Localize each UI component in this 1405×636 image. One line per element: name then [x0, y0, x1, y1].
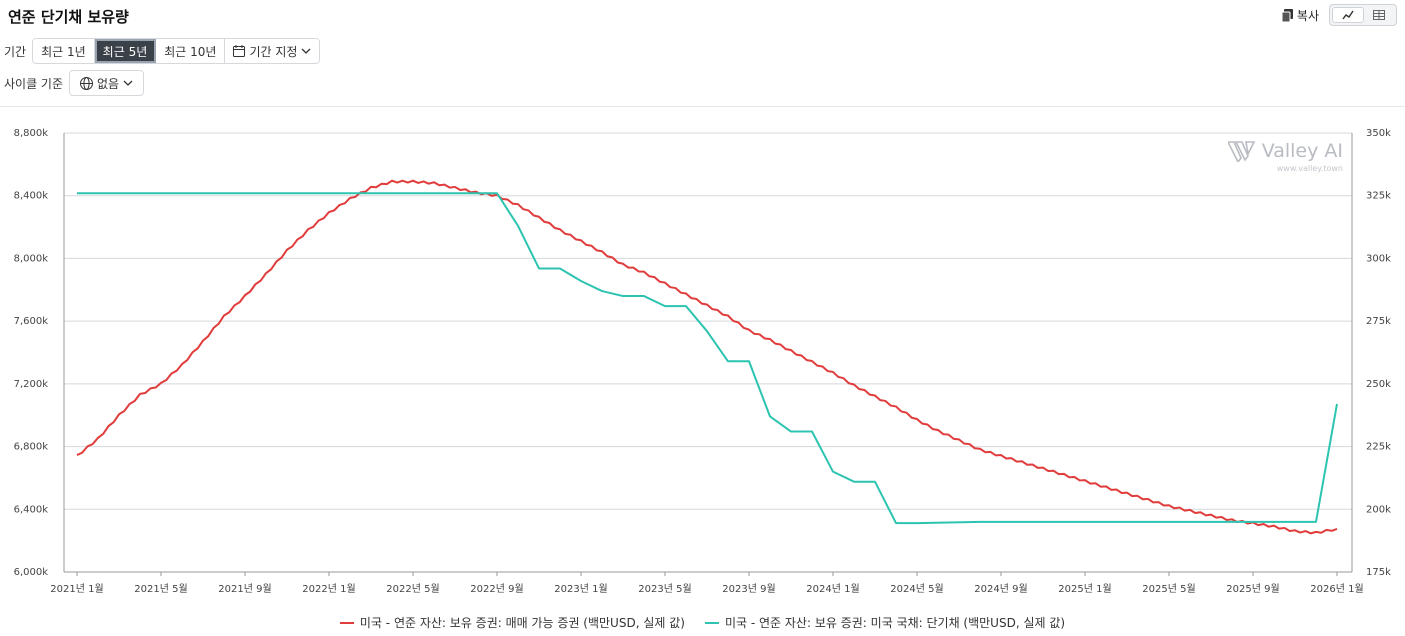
y-left-tick-label: 6,000k	[14, 567, 49, 578]
x-tick-label: 2025년 9월	[1226, 583, 1279, 595]
y-right-tick-label: 250k	[1366, 379, 1391, 390]
y-right-tick-label: 275k	[1366, 316, 1391, 327]
chart-view-button[interactable]	[1332, 7, 1364, 23]
y-left-tick-label: 6,800k	[14, 442, 49, 453]
y-right-tick-label: 175k	[1366, 567, 1391, 578]
period-option-5y[interactable]: 최근 5년	[94, 39, 157, 63]
custom-period-dropdown[interactable]: 기간 지정	[225, 39, 320, 63]
cycle-filter-row: 사이클 기준 없음	[4, 70, 145, 96]
watermark-name: Valley AI	[1261, 140, 1343, 162]
x-tick-label: 2024년 1월	[806, 583, 859, 595]
x-tick-label: 2023년 5월	[638, 583, 691, 595]
cycle-label: 사이클 기준	[4, 76, 64, 91]
period-segment: 최근 1년 최근 5년 최근 10년 기간 지정	[32, 38, 321, 64]
legend-swatch-series-1	[339, 621, 354, 624]
period-filter-row: 기간 최근 1년 최근 5년 최근 10년 기간 지정	[4, 38, 321, 64]
x-tick-label: 2021년 1월	[50, 583, 103, 595]
chevron-down-icon	[123, 80, 133, 86]
period-option-10y[interactable]: 최근 10년	[156, 39, 226, 63]
y-left-tick-label: 6,400k	[14, 504, 49, 515]
chevron-down-icon	[301, 48, 311, 54]
x-tick-label: 2024년 5월	[890, 583, 943, 595]
cycle-value: 없음	[97, 76, 120, 91]
x-tick-label: 2022년 1월	[302, 583, 355, 595]
y-left-tick-label: 8,000k	[14, 253, 49, 264]
copy-button[interactable]: 복사	[1281, 7, 1319, 24]
x-tick-label: 2023년 1월	[554, 583, 607, 595]
top-right-controls: 복사	[1281, 4, 1397, 26]
y-left-tick-label: 7,200k	[14, 379, 49, 390]
view-toggle	[1329, 4, 1397, 26]
x-tick-label: 2025년 1월	[1058, 583, 1111, 595]
header-divider	[0, 106, 1405, 107]
legend-swatch-series-2	[704, 621, 719, 624]
cycle-dropdown[interactable]: 없음	[69, 70, 145, 96]
line-chart-icon	[1342, 10, 1354, 20]
x-tick-label: 2023년 9월	[722, 583, 775, 595]
y-left-tick-label: 8,800k	[14, 128, 49, 139]
page-title: 연준 단기채 보유량	[8, 8, 129, 26]
table-icon	[1373, 10, 1385, 20]
line-chart: 6,000k 175k 6,400k 200k 6,800k 225k 7,200k 250k…	[14, 128, 1392, 595]
watermark: Valley AI www.valley.town	[1227, 140, 1343, 173]
x-tick-label: 2025년 5월	[1142, 583, 1195, 595]
x-tick-label: 2022년 9월	[470, 583, 523, 595]
valley-logo-icon	[1227, 141, 1255, 162]
series-1-line	[76, 179, 1338, 535]
calendar-icon	[233, 45, 246, 57]
series-2-line	[77, 192, 1338, 525]
watermark-url: www.valley.town	[1276, 164, 1343, 173]
y-right-tick-label: 225k	[1366, 442, 1391, 453]
y-left-tick-label: 7,600k	[14, 316, 49, 327]
legend-item-series-2[interactable]: 미국 - 연준 자산: 보유 증권: 미국 국채: 단기채 (백만USD, 실제…	[704, 614, 1066, 631]
x-tick-label: 2022년 5월	[386, 583, 439, 595]
period-option-1y[interactable]: 최근 1년	[33, 39, 95, 63]
x-tick-label: 2026년 1월	[1310, 583, 1363, 595]
custom-period-label: 기간 지정	[249, 44, 298, 59]
x-tick-label: 2024년 9월	[974, 583, 1027, 595]
copy-icon	[1281, 8, 1293, 22]
y-right-tick-label: 200k	[1366, 504, 1391, 515]
x-tick-label: 2021년 9월	[218, 583, 271, 595]
globe-icon	[80, 76, 94, 90]
legend-label-series-1: 미국 - 연준 자산: 보유 증권: 매매 가능 증권 (백만USD, 실제 값…	[359, 616, 685, 630]
y-right-tick-label: 325k	[1366, 191, 1391, 202]
x-tick-label: 2021년 5월	[134, 583, 187, 595]
y-left-tick-label: 8,400k	[14, 191, 49, 202]
copy-label: 복사	[1296, 8, 1319, 23]
legend-item-series-1[interactable]: 미국 - 연준 자산: 보유 증권: 매매 가능 증권 (백만USD, 실제 값…	[339, 614, 685, 631]
chart-legend: 미국 - 연준 자산: 보유 증권: 매매 가능 증권 (백만USD, 실제 값…	[0, 614, 1405, 631]
table-view-button[interactable]	[1364, 7, 1394, 23]
y-right-tick-label: 350k	[1366, 128, 1391, 139]
legend-label-series-2: 미국 - 연준 자산: 보유 증권: 미국 국채: 단기채 (백만USD, 실제…	[724, 616, 1066, 630]
y-right-tick-label: 300k	[1366, 253, 1391, 264]
period-label: 기간	[4, 44, 27, 59]
